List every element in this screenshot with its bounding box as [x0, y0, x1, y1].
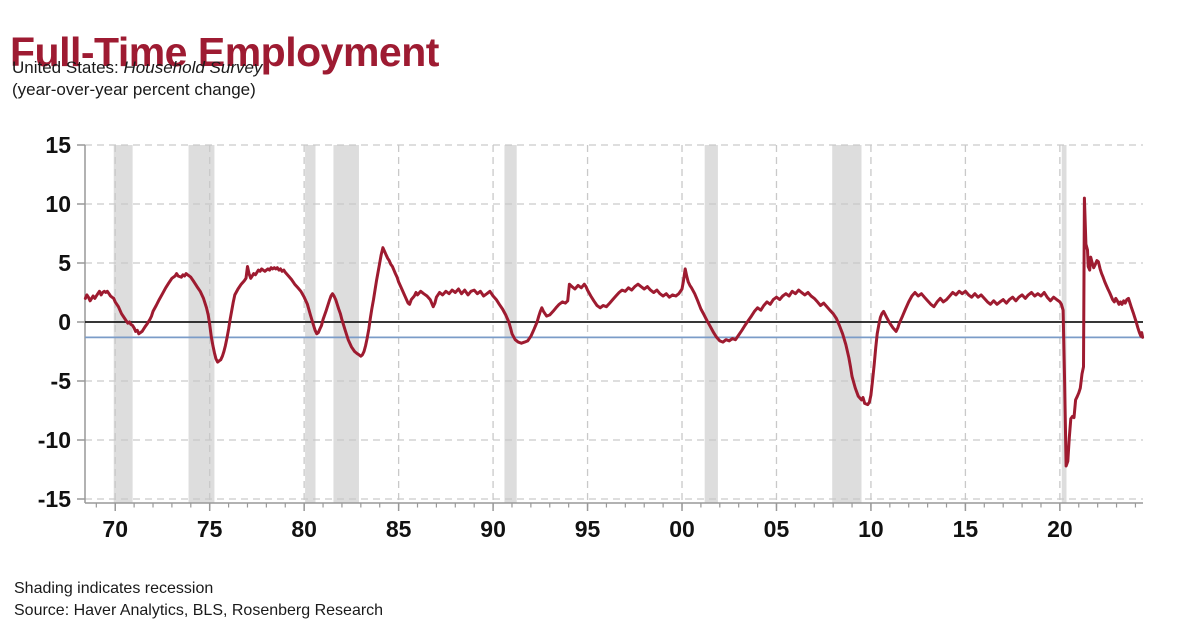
x-tick-label: 75 — [197, 516, 223, 542]
x-tick-label: 70 — [102, 516, 128, 542]
y-tick-label: 5 — [58, 250, 71, 276]
recession-band — [832, 145, 862, 503]
chart-subtitle: United States: Household Survey — [12, 57, 262, 80]
page-title: Full-Time Employment — [10, 29, 439, 76]
recession-band — [113, 145, 133, 503]
employment-yoy-line — [83, 196, 1145, 468]
y-tick-label: -15 — [38, 486, 71, 512]
y-tick-label: 15 — [45, 132, 71, 158]
recession-band — [333, 145, 359, 503]
x-tick-label: 05 — [764, 516, 790, 542]
x-tick-label: 80 — [291, 516, 317, 542]
x-tick-label: 95 — [575, 516, 601, 542]
subtitle-survey: Household Survey — [123, 58, 263, 77]
subtitle-region: United States: — [12, 58, 124, 77]
x-tick-label: 90 — [480, 516, 506, 542]
chart-units-label: (year-over-year percent change) — [12, 80, 256, 99]
x-tick-label: 10 — [858, 516, 884, 542]
x-tick-label: 20 — [1047, 516, 1073, 542]
y-tick-label: -10 — [38, 427, 71, 453]
chart-footnotes: Shading indicates recession Source: Have… — [14, 578, 383, 623]
recession-band — [305, 145, 316, 503]
source-note: Source: Haver Analytics, BLS, Rosenberg … — [14, 602, 384, 620]
y-tick-label: 0 — [58, 309, 71, 335]
y-tick-label: 10 — [45, 191, 71, 217]
x-tick-label: 15 — [953, 516, 979, 542]
recession-band — [704, 145, 718, 503]
y-tick-label: -5 — [51, 368, 72, 394]
x-tick-label: 85 — [386, 516, 412, 542]
recession-note: Shading indicates recession — [14, 580, 214, 597]
x-tick-label: 00 — [669, 516, 695, 542]
